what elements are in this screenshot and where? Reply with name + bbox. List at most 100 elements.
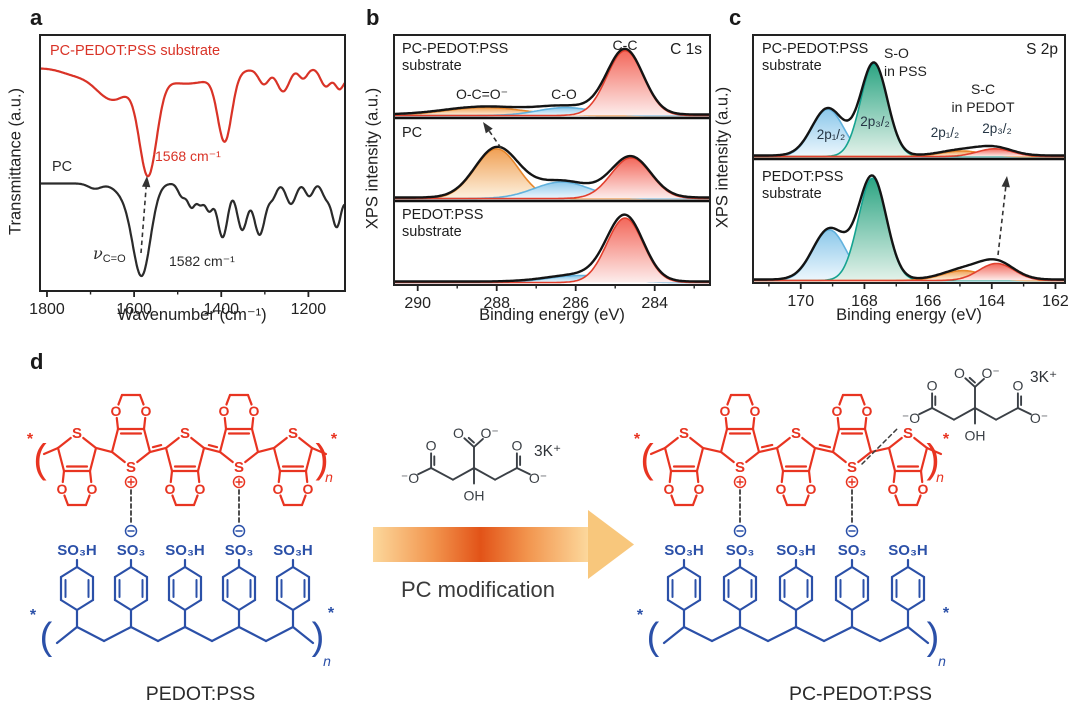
oxygen-atom-label: O: [694, 481, 705, 497]
oxygen-atom-label: O: [806, 481, 817, 497]
bond: [149, 447, 167, 453]
negative-charge-icon: [845, 524, 859, 538]
bond: [82, 436, 98, 450]
counter-ion-label-middle: 3K⁺: [534, 443, 562, 460]
bond: [56, 446, 66, 473]
bond: [670, 494, 677, 507]
xps-envelope: [753, 174, 1065, 281]
bond: [279, 494, 286, 507]
bond: [473, 467, 497, 481]
bracket-open: (: [33, 437, 47, 481]
x-axis-tick-label: 288: [483, 295, 510, 312]
xps-peak-fill-blue: [394, 107, 710, 116]
xps-peak-fill-red: [753, 263, 1065, 281]
bond: [682, 598, 702, 612]
x-axis-tick-label: 1600: [116, 301, 152, 318]
sulfonic-acid-group-label: SO₃H: [273, 542, 312, 559]
bond: [61, 469, 66, 484]
c1s-peak-label-ocoo: O-C=O⁻: [455, 86, 509, 102]
bond: [751, 416, 756, 431]
bracket-close: ): [926, 437, 939, 481]
bond: [747, 393, 754, 406]
polymer-end-star: *: [30, 607, 37, 624]
x-axis-tick-label: 286: [562, 295, 589, 312]
bond: [275, 565, 295, 579]
bond: [183, 565, 203, 579]
bond: [277, 469, 282, 484]
bond: [695, 446, 705, 473]
bond: [919, 469, 924, 484]
bond: [110, 427, 120, 454]
dashed-arrow-shaft: [997, 184, 1007, 256]
bond: [88, 469, 93, 484]
bond: [818, 443, 832, 449]
bond: [822, 625, 854, 643]
bond: [691, 494, 698, 507]
nu-subscript: C=O: [102, 253, 126, 265]
bond: [722, 565, 742, 579]
bond: [210, 625, 241, 643]
ftir-nu-annotation: νC=O: [93, 244, 126, 266]
bond: [264, 625, 295, 643]
bond: [59, 565, 79, 579]
bond: [42, 446, 60, 456]
counter-ion-label-right: 3K⁺: [1030, 369, 1058, 386]
bond: [995, 407, 1019, 421]
bond: [836, 416, 841, 431]
panel-c-label: c: [729, 5, 742, 30]
bond: [223, 416, 228, 431]
x-axis-tick-label: 166: [915, 293, 942, 310]
x-axis-tick-label: 284: [641, 295, 668, 312]
s2p-x-axis-title: Binding energy (eV): [836, 306, 982, 324]
xps-s2p-chart: 170 168 166 164 162: [752, 34, 1069, 310]
oxygen-anion-label: ⁻O: [401, 470, 419, 486]
structure-caption-pedot-pss: PEDOT:PSS: [145, 683, 256, 705]
oxygen-atom-label: O: [664, 481, 675, 497]
bond: [906, 625, 930, 645]
bond: [861, 426, 900, 465]
bond: [203, 447, 221, 453]
oxygen-atom-label: O: [111, 403, 122, 419]
bond: [682, 565, 702, 579]
panel-b-label: b: [366, 5, 380, 30]
reaction-arrow-head: [588, 510, 634, 579]
bond: [918, 407, 934, 416]
oxygen-anion-label: O⁻: [1030, 410, 1048, 426]
sulfur-atom-label: S: [735, 459, 745, 476]
xps-peak-fill-orange: [394, 148, 710, 199]
bond: [304, 469, 309, 484]
dashed-arrow-shaft: [487, 128, 502, 149]
bond: [113, 565, 133, 579]
bond: [246, 393, 253, 406]
x-axis-tick-label: 162: [1042, 293, 1069, 310]
bond: [250, 416, 255, 431]
bond: [719, 450, 735, 464]
polymer-end-star: *: [328, 605, 335, 622]
bond: [164, 436, 180, 450]
negative-charge-icon: [733, 524, 747, 538]
oxygen-atom-label: O: [303, 481, 314, 497]
xps-peak-fill-red: [753, 148, 1065, 157]
bond: [814, 447, 834, 453]
bracket-open: (: [640, 437, 654, 481]
bond: [859, 393, 866, 406]
x-axis-tick-label: 1800: [29, 301, 65, 318]
bond: [237, 625, 268, 643]
sulfonic-acid-group-label: SO₃H: [165, 542, 204, 559]
bond: [807, 469, 812, 484]
bond: [887, 436, 903, 450]
bracket-close: ): [312, 616, 325, 658]
polymer-end-star: *: [637, 607, 644, 624]
bond: [751, 427, 761, 454]
sulfonic-acid-group-label: SO₃H: [664, 542, 703, 559]
bond: [831, 427, 841, 454]
bond: [115, 416, 120, 431]
bond: [250, 427, 260, 454]
sulfonate-group-label: SO₃: [726, 542, 755, 559]
bond: [878, 625, 910, 643]
ftir-curve-pc-pedot-pss: [39, 67, 346, 178]
positive-charge-icon: [124, 475, 138, 489]
xps-peak-fill-red: [394, 218, 710, 283]
